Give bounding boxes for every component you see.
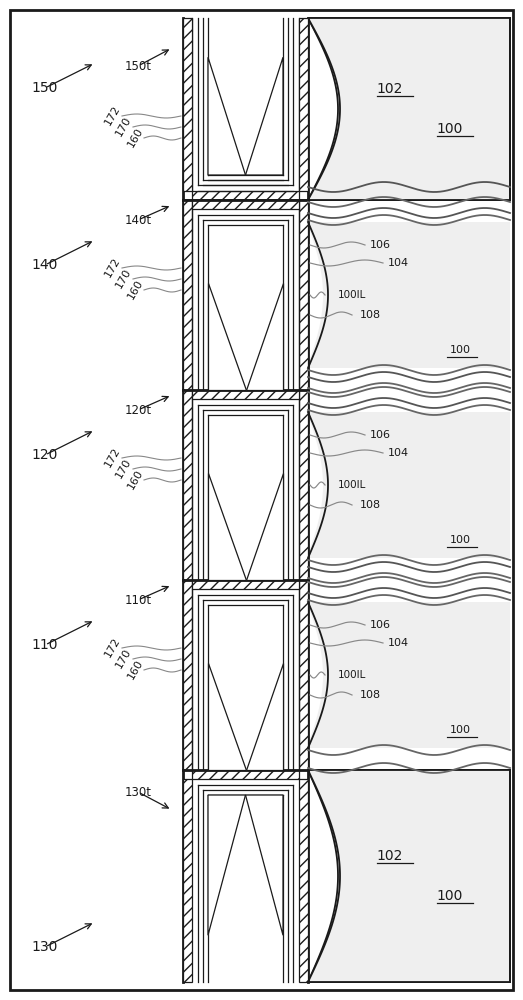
Text: 100IL: 100IL (338, 670, 366, 680)
Text: 170: 170 (115, 114, 133, 138)
Text: 102: 102 (377, 849, 403, 863)
Polygon shape (245, 795, 283, 935)
Polygon shape (299, 580, 308, 770)
Text: 172: 172 (104, 103, 122, 127)
Polygon shape (245, 283, 283, 390)
Text: 170: 170 (115, 266, 133, 290)
Polygon shape (192, 770, 299, 779)
Text: 172: 172 (104, 255, 122, 279)
Polygon shape (208, 795, 245, 935)
Polygon shape (308, 770, 510, 982)
Polygon shape (183, 200, 192, 390)
Polygon shape (10, 10, 513, 990)
Polygon shape (308, 605, 510, 745)
Text: 110t: 110t (124, 593, 152, 606)
Text: 106: 106 (370, 240, 391, 250)
Polygon shape (183, 779, 192, 982)
Text: 108: 108 (359, 500, 381, 510)
Text: 172: 172 (104, 635, 122, 659)
Polygon shape (245, 473, 283, 580)
Polygon shape (183, 580, 192, 770)
Text: 100IL: 100IL (338, 480, 366, 490)
Polygon shape (183, 390, 192, 580)
Text: 102: 102 (377, 82, 403, 96)
Polygon shape (308, 415, 510, 555)
Polygon shape (208, 283, 245, 390)
Text: 150: 150 (32, 81, 58, 95)
Text: 150t: 150t (124, 60, 152, 73)
Text: 100: 100 (449, 725, 471, 735)
Text: 160: 160 (126, 125, 144, 149)
Text: 100IL: 100IL (338, 290, 366, 300)
Polygon shape (308, 18, 510, 200)
Text: 160: 160 (126, 467, 144, 491)
Text: 140t: 140t (124, 214, 152, 227)
Text: 120: 120 (32, 448, 58, 462)
Text: 100: 100 (437, 889, 463, 903)
Polygon shape (299, 390, 308, 580)
Polygon shape (192, 191, 299, 200)
Text: 170: 170 (115, 456, 133, 480)
Text: 160: 160 (126, 277, 144, 301)
Text: 104: 104 (388, 448, 408, 458)
Text: 100: 100 (449, 535, 471, 545)
Polygon shape (308, 412, 510, 558)
Polygon shape (308, 770, 510, 982)
Text: 120t: 120t (124, 403, 152, 416)
Polygon shape (245, 663, 283, 770)
Text: 108: 108 (359, 310, 381, 320)
Polygon shape (308, 602, 510, 748)
Text: 110: 110 (32, 638, 58, 652)
Polygon shape (308, 225, 510, 365)
Polygon shape (192, 390, 299, 399)
Polygon shape (192, 580, 299, 589)
Polygon shape (245, 57, 283, 175)
Polygon shape (299, 779, 308, 982)
Polygon shape (299, 200, 308, 390)
Text: 130t: 130t (124, 786, 152, 798)
Polygon shape (299, 18, 308, 191)
Text: 170: 170 (115, 646, 133, 670)
Text: 108: 108 (359, 690, 381, 700)
Text: 160: 160 (126, 657, 144, 681)
Text: 172: 172 (104, 445, 122, 469)
Text: 104: 104 (388, 258, 408, 268)
Text: 100: 100 (437, 122, 463, 136)
Text: 106: 106 (370, 620, 391, 630)
Text: 100: 100 (449, 345, 471, 355)
Text: 104: 104 (388, 638, 408, 648)
Polygon shape (208, 663, 245, 770)
Text: 130: 130 (32, 940, 58, 954)
Polygon shape (308, 18, 510, 200)
Text: 106: 106 (370, 430, 391, 440)
Text: 140: 140 (32, 258, 58, 272)
Polygon shape (308, 222, 510, 368)
Polygon shape (192, 200, 299, 209)
Polygon shape (208, 57, 245, 175)
Polygon shape (208, 473, 245, 580)
Polygon shape (183, 18, 192, 191)
